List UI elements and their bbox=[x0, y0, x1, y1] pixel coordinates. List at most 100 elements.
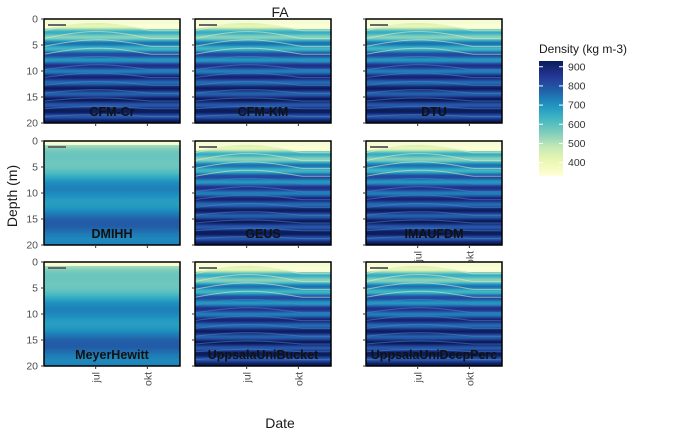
layer-contour bbox=[365, 307, 502, 314]
layer-contour bbox=[365, 169, 502, 177]
layer-contour bbox=[194, 357, 331, 361]
surface-region bbox=[366, 141, 502, 151]
x-tick-label: jul bbox=[413, 372, 425, 384]
y-tick-label: 20 bbox=[26, 240, 38, 252]
layer-contour bbox=[365, 97, 502, 102]
layer-contour bbox=[194, 290, 331, 298]
layer-contour bbox=[365, 290, 502, 298]
panel-heatmap bbox=[44, 262, 180, 366]
panel-label: DMIHH bbox=[92, 227, 133, 241]
layer-contour bbox=[194, 169, 331, 177]
layer-contour bbox=[194, 153, 331, 162]
layer-contour bbox=[365, 323, 502, 329]
layer-contour bbox=[43, 56, 180, 63]
layer-contour bbox=[365, 219, 502, 224]
panel-label: UppsalaUniBucket bbox=[208, 348, 319, 362]
layer-contour bbox=[194, 219, 331, 224]
panel-heatmap bbox=[366, 141, 502, 245]
panel-dtu: DTU bbox=[363, 18, 503, 126]
legend-title: Density (kg m-3) bbox=[539, 42, 627, 56]
layer-contour bbox=[194, 323, 331, 329]
panel-cfm-km: CFM-KM bbox=[192, 18, 332, 126]
layer-contour bbox=[194, 178, 331, 185]
layer-contour bbox=[194, 186, 331, 193]
layer-contour bbox=[43, 114, 180, 118]
y-tick-label: 20 bbox=[26, 361, 38, 373]
layer-contour bbox=[194, 211, 331, 216]
layer-contour bbox=[194, 105, 331, 110]
panel-heatmap bbox=[366, 262, 502, 366]
layer-contour bbox=[365, 274, 502, 283]
layer-contour bbox=[365, 194, 502, 201]
layer-contour bbox=[365, 211, 502, 216]
surface-region bbox=[195, 141, 331, 151]
layer-contour bbox=[194, 236, 331, 240]
colorbar bbox=[539, 61, 563, 176]
surface-region bbox=[195, 19, 331, 29]
layer-contour bbox=[194, 348, 331, 353]
layer-contour bbox=[194, 202, 331, 208]
panel-geus: GEUS bbox=[192, 140, 332, 248]
x-tick-label: jul bbox=[91, 372, 103, 384]
layer-contour bbox=[194, 72, 331, 79]
layer-contour bbox=[365, 202, 502, 208]
colorbar-legend: Density (kg m-3) 900 800 700 600 500 400 bbox=[539, 42, 627, 176]
layer-contour bbox=[365, 22, 502, 32]
panel-uppsalaunibucket: UppsalaUniBucket jul okt bbox=[192, 261, 332, 386]
panel-uppsalaunideepperc: UppsalaUniDeepPerc jul okt bbox=[363, 261, 503, 386]
panel-label: UppsalaUniDeepPerc bbox=[371, 348, 497, 362]
colorbar-tick-label: 400 bbox=[568, 157, 586, 169]
layer-contour bbox=[194, 56, 331, 63]
layer-contour bbox=[43, 22, 180, 32]
panel-meyerhewitt: MeyerHewitt 0 5 10 15 20 jul okt bbox=[26, 257, 181, 386]
panel-label: CFM-KM bbox=[238, 105, 289, 119]
surface-region bbox=[366, 262, 502, 272]
layer-contour bbox=[194, 274, 331, 283]
layer-contour bbox=[194, 64, 331, 71]
layer-contour bbox=[365, 178, 502, 185]
layer-contour bbox=[365, 348, 502, 353]
panel-label: DTU bbox=[421, 105, 447, 119]
y-tick-label: 15 bbox=[26, 335, 38, 347]
layer-contour bbox=[194, 315, 331, 322]
y-tick-label: 15 bbox=[26, 214, 38, 226]
x-tick-label: okt bbox=[464, 372, 476, 386]
layer-contour bbox=[365, 144, 502, 154]
layer-contour bbox=[365, 332, 502, 337]
panel-label: CFM-Cr bbox=[89, 105, 134, 119]
layer-contour bbox=[365, 186, 502, 193]
layer-contour bbox=[194, 97, 331, 102]
y-tick-label: 10 bbox=[26, 188, 38, 200]
layer-contour bbox=[43, 105, 180, 110]
layer-contour bbox=[43, 47, 180, 55]
surface-region bbox=[44, 19, 180, 29]
surface-region bbox=[366, 19, 502, 29]
layer-contour bbox=[365, 56, 502, 63]
layer-contour bbox=[365, 114, 502, 118]
layer-contour bbox=[194, 144, 331, 154]
layer-contour bbox=[194, 340, 331, 345]
surface-region bbox=[44, 262, 180, 266]
layer-contour bbox=[43, 39, 180, 47]
panel-heatmap bbox=[195, 141, 331, 245]
layer-contour bbox=[43, 64, 180, 71]
layer-contour bbox=[194, 80, 331, 86]
layer-contour bbox=[365, 47, 502, 55]
y-tick-label: 0 bbox=[32, 136, 38, 148]
layer-contour bbox=[365, 105, 502, 110]
layer-contour bbox=[365, 236, 502, 240]
panel-label: MeyerHewitt bbox=[75, 348, 149, 362]
layer-contour bbox=[194, 194, 331, 201]
layer-contour bbox=[43, 97, 180, 102]
layer-contour bbox=[365, 89, 502, 94]
layer-contour bbox=[43, 89, 180, 94]
y-axis-title: Depth (m) bbox=[4, 165, 20, 227]
layer-contour bbox=[194, 47, 331, 55]
layer-contour bbox=[365, 72, 502, 79]
layer-contour bbox=[365, 340, 502, 345]
layer-contour bbox=[365, 282, 502, 290]
surface-region bbox=[44, 141, 180, 145]
layer-contour bbox=[365, 153, 502, 162]
